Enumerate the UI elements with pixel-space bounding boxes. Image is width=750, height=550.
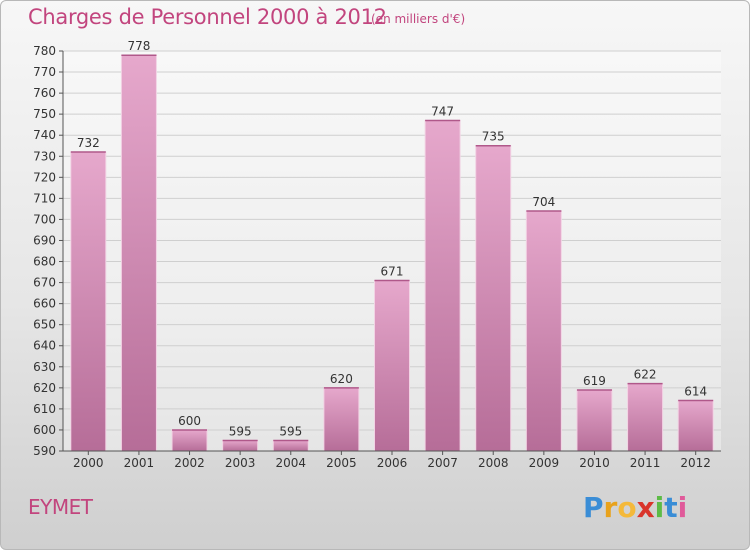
value-label: 622 [634,368,657,382]
x-tick-label: 2001 [124,456,155,470]
bar-2011 [627,383,664,452]
bar-2004 [272,439,309,452]
bar-2000 [70,151,107,452]
y-tick-label: 690 [33,233,56,247]
value-label: 732 [77,136,100,150]
x-tick-label: 2004 [275,456,306,470]
value-label: 619 [583,374,606,388]
y-tick-label: 710 [33,191,56,205]
x-tick-label: 2012 [680,456,711,470]
value-label: 735 [482,130,505,144]
bar-2007 [424,119,461,452]
y-tick-label: 780 [33,44,56,58]
commune-name: EYMET [28,495,93,519]
logo-letter: r [603,491,618,524]
x-tick-label: 2007 [427,456,458,470]
y-tick-label: 680 [33,255,56,269]
value-label: 600 [178,414,201,428]
y-tick-label: 600 [33,423,56,437]
y-tick-label: 740 [33,128,56,142]
value-label: 778 [127,39,150,53]
x-tick-label: 2003 [225,456,256,470]
x-tick-label: 2009 [529,456,560,470]
y-tick-label: 640 [33,339,56,353]
value-label: 595 [229,424,252,438]
logo-letter: i [677,491,688,524]
x-tick-label: 2011 [630,456,661,470]
bar-2009 [525,210,562,452]
y-tick-label: 650 [33,318,56,332]
bar-2012 [677,399,714,452]
bar-2001 [120,54,157,452]
value-label: 747 [431,104,454,118]
logo-letter: o [617,491,637,524]
x-tick-label: 2008 [478,456,509,470]
proxiti-logo: Proxiti [583,491,687,524]
y-tick-label: 590 [33,444,56,458]
logo-letter: i [654,491,665,524]
y-tick-label: 660 [33,297,56,311]
y-tick-label: 730 [33,149,56,163]
axes [59,50,721,455]
chart-title: Charges de Personnel 2000 à 2012 [28,5,387,29]
bar-2002 [171,429,208,452]
y-tick-label: 770 [33,65,56,79]
y-tick-label: 610 [33,402,56,416]
chart-subtitle: (en milliers d'€) [371,12,466,26]
y-tick-label: 760 [33,86,56,100]
logo-letter: t [664,491,678,524]
value-label: 671 [381,264,404,278]
y-tick-label: 630 [33,360,56,374]
x-tick-label: 2002 [174,456,205,470]
labels: 590 600 610 620 630 640 650 660 670 680 690 700 710 7… [33,39,711,470]
value-label: 620 [330,372,353,386]
logo-letter: x [636,491,655,524]
x-tick-label: 2005 [326,456,357,470]
x-tick-label: 2010 [579,456,610,470]
value-label: 704 [532,195,555,209]
bar-2005 [323,387,360,452]
bar-2006 [374,279,410,452]
y-tick-label: 720 [33,170,56,184]
y-tick-label: 700 [33,212,56,226]
x-tick-label: 2006 [377,456,408,470]
bar-2010 [576,389,613,452]
value-label: 614 [684,384,707,398]
bar-2008 [475,145,512,452]
bars [70,54,714,452]
x-tick-label: 2000 [73,456,104,470]
y-tick-label: 750 [33,107,56,121]
value-label: 595 [279,424,302,438]
bar-2003 [222,439,259,452]
y-tick-label: 620 [33,381,56,395]
y-tick-label: 670 [33,276,56,290]
logo-letter: P [583,491,604,524]
